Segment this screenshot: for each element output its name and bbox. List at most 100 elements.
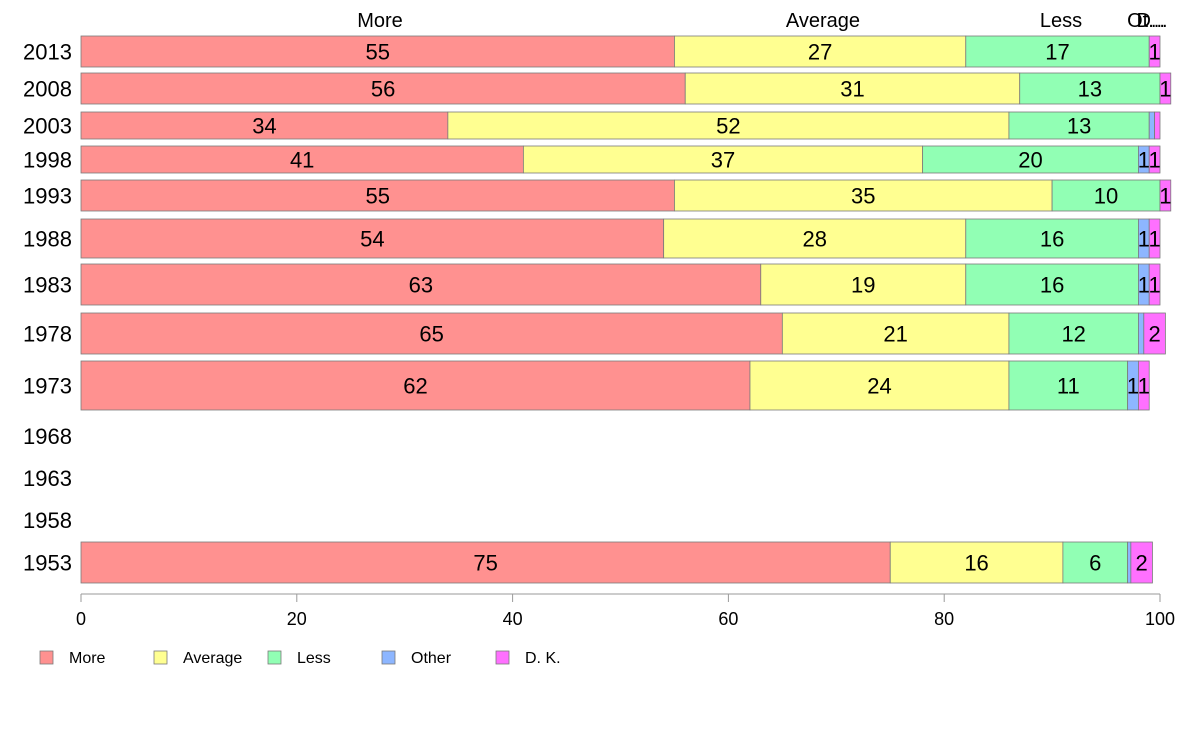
- bar-segment: [80, 179, 675, 212]
- series-header-label: D...: [1136, 10, 1167, 32]
- bar-value-label: 1: [1138, 273, 1150, 298]
- bar-value-label: 1: [1127, 374, 1139, 399]
- bar-value-label: 20: [1018, 148, 1042, 173]
- legend-swatch: [153, 650, 168, 665]
- bar-segment: [674, 35, 967, 68]
- bar-segment: [674, 179, 1053, 212]
- bar-segment: [1127, 541, 1132, 584]
- bar-segment: [80, 218, 665, 259]
- bar-segment: [80, 111, 449, 140]
- bar-value-label: 27: [808, 40, 832, 65]
- chart-rows: 2013 55 27 17 1 2008 56 31 13 1 2003 34 52 13 1998 41 37…: [23, 35, 1172, 584]
- legend-label: More: [69, 650, 106, 667]
- bar-value-label: 1: [1148, 227, 1160, 252]
- bar-value-label: 56: [371, 77, 395, 102]
- bar-value-label: 31: [840, 77, 864, 102]
- bar-segment: [1154, 111, 1161, 140]
- bar-value-label: 13: [1067, 114, 1091, 139]
- bar-value-label: 75: [473, 551, 497, 576]
- bar-value-label: 41: [290, 148, 314, 173]
- year-label: 1973: [23, 374, 72, 399]
- legend-swatch: [39, 650, 54, 665]
- bar-value-label: 16: [1040, 227, 1064, 252]
- bar-value-label: 55: [365, 184, 389, 209]
- year-label: 1953: [23, 551, 72, 576]
- bar-value-label: 19: [851, 273, 875, 298]
- year-label: 1968: [23, 424, 72, 449]
- x-tick-label: 100: [1145, 609, 1175, 629]
- bar-value-label: 1: [1159, 184, 1171, 209]
- bar-segment: [1138, 312, 1145, 355]
- year-label: 1998: [23, 148, 72, 173]
- series-header-labels: More Average Less Ot...D...: [357, 10, 1167, 32]
- legend-label: Average: [183, 650, 242, 667]
- bar-segment: [684, 72, 1021, 105]
- year-label: 1993: [23, 184, 72, 209]
- legend-label: Other: [411, 650, 452, 667]
- bar-segment: [1062, 541, 1129, 584]
- x-tick-label: 20: [287, 609, 307, 629]
- legend-label: Less: [297, 650, 331, 667]
- bar-segment: [1130, 541, 1153, 584]
- x-tick-label: 40: [503, 609, 523, 629]
- bar-segment: [1148, 145, 1161, 174]
- bar-value-label: 54: [360, 227, 384, 252]
- bar-value-label: 13: [1078, 77, 1102, 102]
- bar-segment: [1159, 179, 1172, 212]
- bar-value-label: 1: [1138, 227, 1150, 252]
- bar-value-label: 2: [1148, 322, 1160, 347]
- bar-segment: [1008, 111, 1150, 140]
- bar-segment: [1008, 312, 1139, 355]
- bar-segment: [749, 360, 1010, 411]
- bar-segment: [522, 145, 924, 174]
- legend: More Average Less Other D. K.: [39, 650, 561, 667]
- bar-value-label: 1: [1138, 148, 1150, 173]
- x-tick-label: 80: [934, 609, 954, 629]
- series-header-label: More: [357, 10, 403, 32]
- bar-value-label: 62: [403, 374, 427, 399]
- bar-value-label: 21: [883, 322, 907, 347]
- x-axis: 0 20 40 60 80 100: [76, 593, 1175, 629]
- bar-value-label: 1: [1159, 77, 1171, 102]
- legend-swatch: [495, 650, 510, 665]
- bar-value-label: 37: [711, 148, 735, 173]
- year-label: 1958: [23, 508, 72, 533]
- series-header-label: Less: [1040, 10, 1082, 32]
- bar-segment: [80, 263, 762, 306]
- bar-value-label: 63: [409, 273, 433, 298]
- year-label: 2013: [23, 40, 72, 65]
- bar-value-label: 24: [867, 374, 891, 399]
- x-tick-label: 60: [718, 609, 738, 629]
- series-header-label: Average: [786, 10, 860, 32]
- year-label: 2008: [23, 77, 72, 102]
- legend-swatch: [267, 650, 282, 665]
- year-label: 1983: [23, 273, 72, 298]
- bar-value-label: 52: [716, 114, 740, 139]
- bar-value-label: 34: [252, 114, 276, 139]
- bar-value-label: 10: [1094, 184, 1118, 209]
- legend-label: D. K.: [525, 650, 561, 667]
- bar-value-label: 16: [1040, 273, 1064, 298]
- bar-segment: [1148, 263, 1161, 306]
- series-header-label: Ot...: [1127, 10, 1165, 32]
- bar-value-label: 16: [964, 551, 988, 576]
- bar-segment: [1148, 218, 1161, 259]
- bar-value-label: 35: [851, 184, 875, 209]
- bar-value-label: 65: [419, 322, 443, 347]
- bar-value-label: 11: [1057, 374, 1080, 399]
- bar-segment: [965, 263, 1139, 306]
- bar-segment: [1148, 35, 1161, 68]
- bar-segment: [965, 218, 1139, 259]
- bar-segment: [1148, 111, 1156, 140]
- bar-segment: [80, 360, 751, 411]
- bar-segment: [1138, 360, 1150, 411]
- bar-segment: [1051, 179, 1161, 212]
- bar-segment: [781, 312, 1010, 355]
- year-label: 1978: [23, 322, 72, 347]
- bar-segment: [1143, 312, 1166, 355]
- bar-segment: [760, 263, 967, 306]
- bar-segment: [80, 312, 783, 355]
- year-label: 2003: [23, 114, 72, 139]
- bar-segment: [889, 541, 1064, 584]
